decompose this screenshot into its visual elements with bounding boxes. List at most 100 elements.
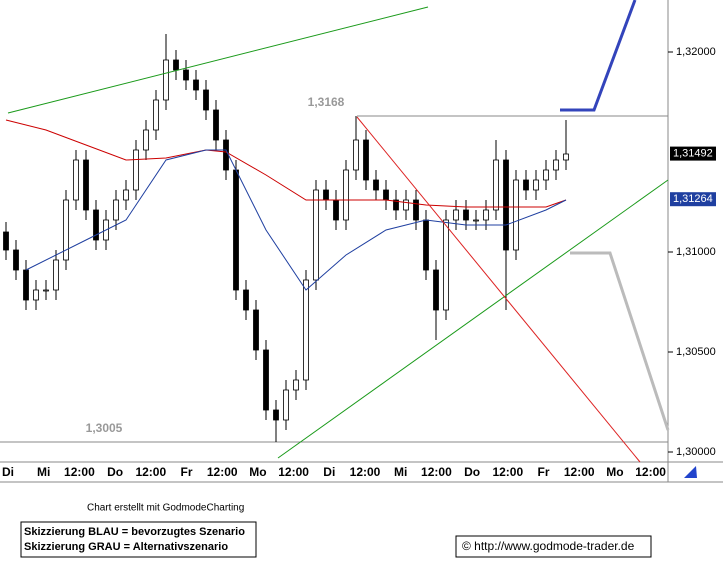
- x-tick-label: Di: [323, 465, 335, 479]
- trend-line: [356, 116, 641, 463]
- candle-body: [123, 189, 129, 201]
- candle-body: [463, 209, 469, 221]
- x-tick-label: Mi: [394, 465, 407, 479]
- candle-body: [403, 199, 409, 211]
- y-tick-label: 1,32000: [676, 46, 716, 58]
- candle-body: [393, 199, 399, 211]
- candle-body: [63, 199, 69, 261]
- candle-body: [543, 169, 549, 181]
- candle-body: [553, 159, 559, 171]
- note: Skizzierung GRAU = Alternativszenario: [24, 541, 228, 553]
- candle-body: [173, 59, 179, 71]
- x-tick-label: Fr: [538, 465, 550, 479]
- x-tick-label: 12:00: [564, 465, 595, 479]
- x-tick-label: 12:00: [350, 465, 381, 479]
- scroll-icon[interactable]: [684, 466, 697, 478]
- candle-body: [153, 99, 159, 131]
- level-label: 1,3005: [86, 421, 123, 435]
- candle-body: [253, 309, 259, 351]
- candle-body: [483, 209, 489, 221]
- candle-body: [143, 129, 149, 151]
- y-tick-label: 1,30000: [676, 446, 716, 458]
- scenario-grey: [570, 251, 670, 431]
- candle-body: [383, 189, 389, 201]
- candle-body: [163, 59, 169, 101]
- candle-body: [433, 269, 439, 311]
- candle-body: [523, 179, 529, 191]
- candle-body: [293, 379, 299, 391]
- candle-body: [373, 179, 379, 191]
- x-tick-label: Mi: [37, 465, 50, 479]
- level-label: 1,3168: [308, 95, 345, 109]
- candle-body: [263, 349, 269, 411]
- chart-layer: 1,30000 1,30500 1,31000 1,32000 Di Mi 12:00 Do 1…: [0, 34, 716, 479]
- x-tick-label: 12:00: [421, 465, 452, 479]
- candle-body: [223, 139, 229, 171]
- candle-body: [493, 159, 499, 211]
- candle-body: [473, 219, 479, 222]
- x-tick-label: Di: [2, 465, 14, 479]
- x-tick-label: 12:00: [635, 465, 666, 479]
- candle-body: [313, 189, 319, 281]
- candle-body: [273, 409, 279, 421]
- credit: Chart erstellt mit GodmodeCharting: [87, 503, 244, 514]
- price-label: 1,31264: [673, 193, 713, 205]
- candle-body: [563, 153, 569, 161]
- candle-body: [23, 269, 29, 301]
- trend-line: [277, 179, 669, 459]
- notes-box: [20, 521, 257, 558]
- candle-body: [353, 139, 359, 171]
- candle-body: [333, 199, 339, 221]
- price-label-box: [670, 146, 716, 161]
- candle-body: [53, 259, 59, 291]
- candle-body: [183, 69, 189, 81]
- candle-body: [213, 109, 219, 141]
- candle-body: [303, 279, 309, 381]
- candle-body: [243, 289, 249, 311]
- moving-average: [5, 119, 567, 208]
- candle-body: [413, 199, 419, 221]
- scenario-blue: [560, 0, 637, 112]
- moving-average: [25, 149, 567, 291]
- copyright: © http://www.godmode-trader.de: [462, 539, 635, 553]
- candle-body: [203, 89, 209, 111]
- candle-body: [343, 169, 349, 221]
- candle-body: [93, 209, 99, 241]
- x-tick-label: 12:00: [135, 465, 166, 479]
- x-tick-label: 12:00: [64, 465, 95, 479]
- x-tick-label: 12:00: [492, 465, 523, 479]
- x-tick-label: 12:00: [207, 465, 238, 479]
- candle-body: [363, 139, 369, 181]
- candle-body: [133, 149, 139, 191]
- candle-body: [43, 289, 49, 292]
- x-tick-label: Do: [107, 465, 123, 479]
- candle-body: [453, 209, 459, 221]
- x-tick-label: Mo: [606, 465, 623, 479]
- candle-body: [13, 249, 19, 271]
- x-tick-label: 12:00: [278, 465, 309, 479]
- plot-area: [0, 0, 668, 462]
- y-tick-label: 1,31000: [676, 246, 716, 258]
- x-tick-label: Do: [464, 465, 480, 479]
- candle-body: [283, 389, 289, 421]
- y-tick-label: 1,30500: [676, 346, 716, 358]
- price-label-box: [670, 192, 716, 207]
- price-label: 1,31492: [673, 148, 713, 160]
- candle-body: [533, 179, 539, 191]
- note: Skizzierung BLAU = bevorzugtes Szenario: [24, 526, 245, 538]
- candle-body: [193, 79, 199, 91]
- candle-body: [113, 199, 119, 221]
- candle-body: [443, 219, 449, 311]
- copyright-box: [455, 535, 652, 558]
- candle-body: [233, 169, 239, 291]
- candle-body: [513, 179, 519, 251]
- trend-line: [7, 6, 429, 114]
- candle-body: [323, 189, 329, 201]
- x-tick-label: Mo: [249, 465, 266, 479]
- x-tick-label: Fr: [181, 465, 193, 479]
- candle-body: [423, 219, 429, 271]
- candle-body: [503, 159, 509, 251]
- candle-body: [83, 159, 89, 211]
